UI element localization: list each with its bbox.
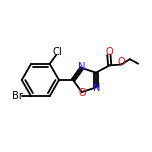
Text: O: O — [105, 47, 113, 57]
Text: O: O — [78, 88, 86, 98]
Text: N: N — [78, 62, 85, 72]
Text: N: N — [93, 83, 100, 93]
Text: Cl: Cl — [52, 47, 62, 57]
Text: Br: Br — [12, 91, 23, 101]
Text: O: O — [118, 57, 126, 67]
